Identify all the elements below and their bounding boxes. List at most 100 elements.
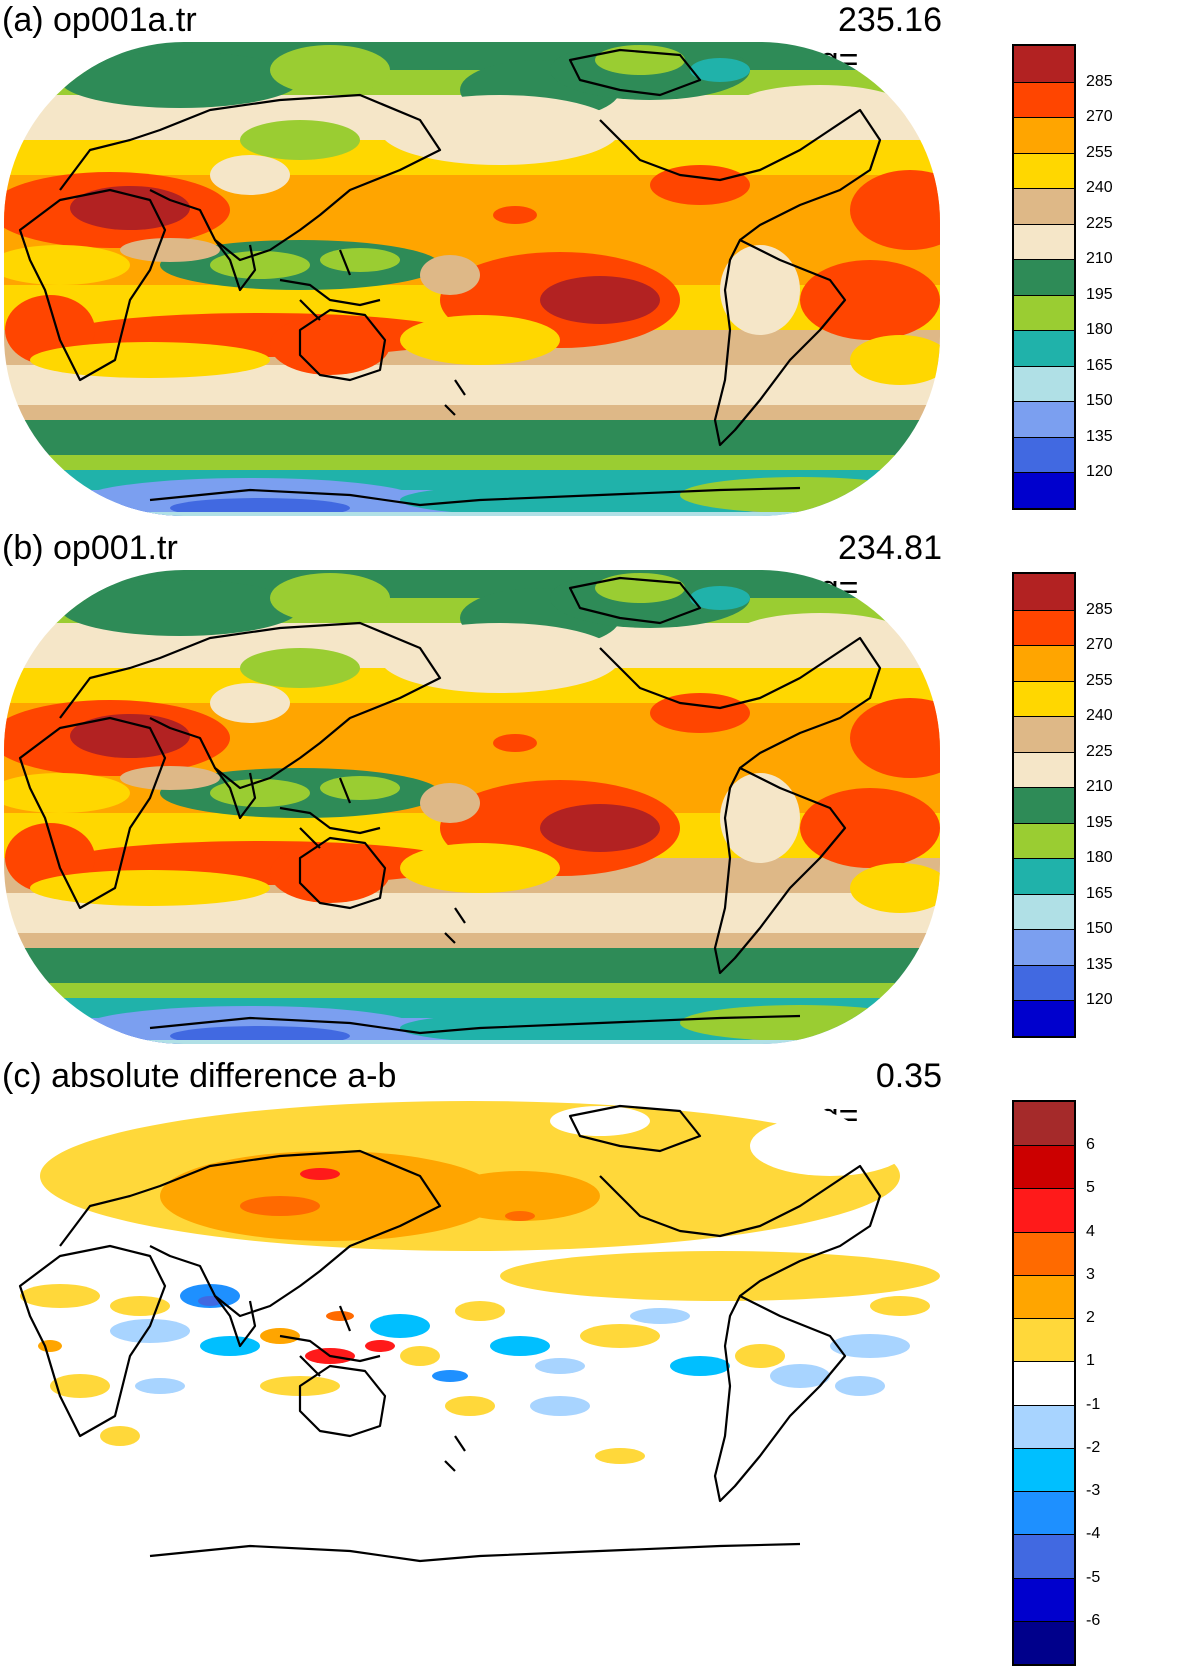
diff-spot — [835, 1376, 885, 1396]
hot-region — [540, 276, 660, 324]
antarctic-region — [680, 477, 920, 513]
panel-b: (b) op001.tr avg= 234.81 285270255240225… — [0, 528, 1188, 1053]
coastline — [444, 379, 466, 416]
hot-region — [540, 804, 660, 852]
diff-spot — [580, 1324, 660, 1348]
tropical-region — [4, 245, 130, 285]
tropical-region — [30, 342, 270, 378]
colorbar-box — [1014, 680, 1074, 717]
diff-spot — [50, 1374, 110, 1398]
coastline — [18, 188, 167, 382]
diff-spot — [200, 1336, 260, 1356]
panel-b-title: (b) op001.tr — [2, 529, 178, 567]
hot-region — [800, 260, 940, 340]
diff-spot — [326, 1311, 354, 1321]
colorbar-label: -4 — [1086, 1525, 1101, 1543]
midlat-region — [380, 95, 620, 165]
diff-spot — [400, 1346, 440, 1366]
colorbar-box — [1014, 751, 1074, 788]
colorbar-label: -1 — [1086, 1395, 1101, 1413]
antarctic-region — [680, 1005, 920, 1041]
colorbar-box — [1014, 472, 1074, 508]
colorbar-box — [1014, 964, 1074, 1001]
colorbar-box — [1014, 645, 1074, 681]
background — [0, 1586, 950, 1677]
diff-spot — [530, 1396, 590, 1416]
colorbar-label: 210 — [1086, 778, 1113, 796]
coastline — [18, 1244, 167, 1438]
tropical-region — [850, 335, 940, 385]
arctic-region — [60, 580, 300, 636]
colorbar-box — [1014, 574, 1074, 610]
diff-region — [550, 1106, 650, 1136]
tropical-region — [720, 773, 800, 863]
colorbar-label: 225 — [1086, 742, 1113, 760]
diff-spot — [670, 1356, 730, 1376]
panel-c-title: (c) absolute difference a-b — [2, 1057, 397, 1095]
colorbar-label: 240 — [1086, 179, 1113, 197]
colorbar-label: 120 — [1086, 991, 1113, 1009]
colorbar-box — [1014, 1447, 1074, 1492]
cool-region — [210, 155, 290, 195]
colorbar-box — [1014, 1102, 1074, 1146]
midlat-region — [730, 85, 910, 135]
tropical-region — [400, 315, 560, 365]
arctic-region — [690, 58, 750, 82]
coastline — [149, 1542, 801, 1563]
colorbar-label: 210 — [1086, 250, 1113, 268]
panel-c-map — [0, 1098, 950, 1677]
hot-region — [70, 186, 190, 230]
colorbar-label: 270 — [1086, 636, 1113, 654]
coastline — [279, 777, 381, 849]
tropical-region — [720, 245, 800, 335]
colorbar-label: 120 — [1086, 463, 1113, 481]
coastline — [214, 1295, 257, 1348]
diff-spot — [110, 1319, 190, 1343]
arctic-region — [270, 573, 390, 623]
hot-region — [850, 698, 940, 778]
convective-region — [320, 776, 400, 800]
colorbar-box — [1014, 1577, 1074, 1621]
diff-region — [440, 1171, 600, 1221]
antarctic-region — [4, 1040, 940, 1044]
colorbar-box — [1014, 1534, 1074, 1578]
convective-region — [210, 251, 310, 279]
diff-region — [240, 1196, 320, 1216]
coastline — [713, 766, 847, 975]
colorbar-box — [1014, 1361, 1074, 1405]
colorbar-label: 135 — [1086, 427, 1113, 445]
colorbar-box — [1014, 1404, 1074, 1448]
tropical-region — [120, 766, 220, 790]
colorbar-label: -6 — [1086, 1611, 1101, 1629]
diff-spot — [100, 1426, 140, 1446]
colorbar-box — [1014, 1491, 1074, 1535]
tropical-region — [420, 783, 480, 823]
diff-spot — [432, 1370, 468, 1382]
arctic-region — [595, 45, 685, 75]
diff-spot — [735, 1344, 785, 1368]
colorbar-label: 165 — [1086, 884, 1113, 902]
colorbar-box — [1014, 152, 1074, 189]
colorbar-box — [1014, 1000, 1074, 1036]
diff-spot — [365, 1340, 395, 1352]
coastline — [568, 1104, 702, 1153]
colorbar-label: 4 — [1086, 1222, 1095, 1240]
convective-region — [210, 779, 310, 807]
coastline — [298, 836, 387, 910]
coastline — [713, 1294, 847, 1503]
colorbar-label: 195 — [1086, 813, 1113, 831]
coastline — [214, 239, 257, 292]
arctic-region — [595, 573, 685, 603]
hot-region — [850, 170, 940, 250]
hot-region — [70, 714, 190, 758]
colorbar-label: 1 — [1086, 1352, 1095, 1370]
cool-region — [210, 683, 290, 723]
midlat-region — [380, 623, 620, 693]
colorbar-label: 240 — [1086, 707, 1113, 725]
colorbar-label: 285 — [1086, 72, 1113, 90]
colorbar-box — [1014, 223, 1074, 260]
diff-region — [505, 1211, 535, 1221]
colorbar-label: 150 — [1086, 392, 1113, 410]
colorbar-box — [1014, 716, 1074, 752]
diff-spot — [38, 1340, 62, 1352]
